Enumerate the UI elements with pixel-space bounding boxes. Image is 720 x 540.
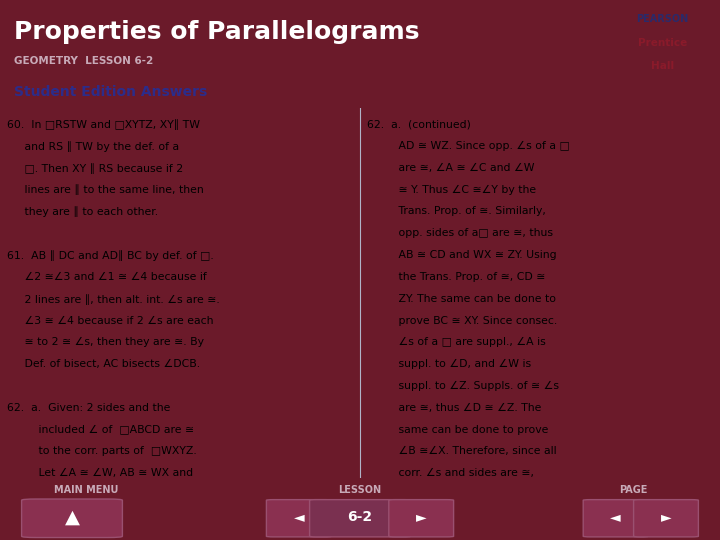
Text: AD ≅ WZ. Since opp. ∠s of a □: AD ≅ WZ. Since opp. ∠s of a □ — [367, 141, 570, 151]
Text: ≅ to 2 ≅ ∠s, then they are ≅. By: ≅ to 2 ≅ ∠s, then they are ≅. By — [7, 338, 204, 347]
Text: 62.  a.  Given: 2 sides and the: 62. a. Given: 2 sides and the — [7, 403, 171, 413]
Text: ∠3 ≅ ∠4 because if 2 ∠s are each: ∠3 ≅ ∠4 because if 2 ∠s are each — [7, 315, 214, 326]
Text: prove BC ≅ XY. Since consec.: prove BC ≅ XY. Since consec. — [367, 315, 557, 326]
Text: suppl. to ∠Z. Suppls. of ≅ ∠s: suppl. to ∠Z. Suppls. of ≅ ∠s — [367, 381, 559, 391]
Text: the Trans. Prop. of ≅, CD ≅: the Trans. Prop. of ≅, CD ≅ — [367, 272, 546, 282]
FancyBboxPatch shape — [634, 500, 698, 537]
FancyBboxPatch shape — [583, 500, 648, 537]
Text: ∠B ≅∠X. Therefore, since all: ∠B ≅∠X. Therefore, since all — [367, 447, 557, 456]
Text: GEOMETRY  LESSON 6-2: GEOMETRY LESSON 6-2 — [14, 56, 153, 66]
Text: Prentice: Prentice — [638, 38, 687, 48]
Text: Hall: Hall — [651, 61, 674, 71]
Text: LESSON: LESSON — [338, 485, 382, 495]
Text: ∠s of a □ are suppl., ∠A is: ∠s of a □ are suppl., ∠A is — [367, 338, 546, 347]
Text: 61.  AB ∥ DC and AD∥ BC by def. of □.: 61. AB ∥ DC and AD∥ BC by def. of □. — [7, 250, 214, 261]
Text: 62.  a.  (continued): 62. a. (continued) — [367, 119, 471, 129]
FancyBboxPatch shape — [389, 500, 454, 537]
Text: □. Then XY ∥ RS because if 2: □. Then XY ∥ RS because if 2 — [7, 163, 184, 173]
Text: same can be done to prove: same can be done to prove — [367, 424, 549, 435]
Text: ∠2 ≅∠3 and ∠1 ≅ ∠4 because if: ∠2 ≅∠3 and ∠1 ≅ ∠4 because if — [7, 272, 207, 282]
Text: PAGE: PAGE — [619, 485, 648, 495]
Text: 2 lines are ∥, then alt. int. ∠s are ≅.: 2 lines are ∥, then alt. int. ∠s are ≅. — [7, 294, 220, 305]
Text: included ∠ of  □ABCD are ≅: included ∠ of □ABCD are ≅ — [7, 424, 194, 435]
Text: are ≅, thus ∠D ≅ ∠Z. The: are ≅, thus ∠D ≅ ∠Z. The — [367, 403, 541, 413]
Text: are ≅, ∠A ≅ ∠C and ∠W: are ≅, ∠A ≅ ∠C and ∠W — [367, 163, 535, 173]
Text: AB ≅ CD and WX ≅ ZY. Using: AB ≅ CD and WX ≅ ZY. Using — [367, 250, 557, 260]
Text: ≅ Y. Thus ∠C ≅∠Y by the: ≅ Y. Thus ∠C ≅∠Y by the — [367, 185, 536, 194]
Text: 60.  In □RSTW and □XYTZ, XY∥ TW: 60. In □RSTW and □XYTZ, XY∥ TW — [7, 119, 200, 130]
Text: and RS ∥ TW by the def. of a: and RS ∥ TW by the def. of a — [7, 141, 179, 152]
Text: Properties of Parallelograms: Properties of Parallelograms — [14, 19, 420, 44]
FancyBboxPatch shape — [310, 500, 410, 537]
Text: to the corr. parts of  □WXYZ.: to the corr. parts of □WXYZ. — [7, 447, 197, 456]
Text: 6-2: 6-2 — [348, 510, 372, 524]
Text: Student Edition Answers: Student Edition Answers — [14, 85, 207, 99]
Text: Def. of bisect, AC bisects ∠DCB.: Def. of bisect, AC bisects ∠DCB. — [7, 359, 200, 369]
Text: opp. sides of a□ are ≅, thus: opp. sides of a□ are ≅, thus — [367, 228, 553, 238]
Text: Let ∠A ≅ ∠W, AB ≅ WX and: Let ∠A ≅ ∠W, AB ≅ WX and — [7, 468, 194, 478]
Text: ◄: ◄ — [611, 510, 621, 524]
Text: Trans. Prop. of ≅. Similarly,: Trans. Prop. of ≅. Similarly, — [367, 206, 546, 217]
Text: suppl. to ∠D, and ∠W is: suppl. to ∠D, and ∠W is — [367, 359, 531, 369]
Text: they are ∥ to each other.: they are ∥ to each other. — [7, 206, 158, 217]
Text: corr. ∠s and sides are ≅,: corr. ∠s and sides are ≅, — [367, 468, 534, 478]
Text: ►: ► — [416, 510, 426, 524]
Text: PEARSON: PEARSON — [636, 14, 688, 24]
Text: lines are ∥ to the same line, then: lines are ∥ to the same line, then — [7, 185, 204, 195]
Text: ►: ► — [661, 510, 671, 524]
Text: MAIN MENU: MAIN MENU — [54, 485, 119, 495]
Text: ZY. The same can be done to: ZY. The same can be done to — [367, 294, 557, 303]
Text: ▲: ▲ — [65, 508, 79, 526]
FancyBboxPatch shape — [22, 499, 122, 537]
Text: ◄: ◄ — [294, 510, 304, 524]
FancyBboxPatch shape — [266, 500, 331, 537]
